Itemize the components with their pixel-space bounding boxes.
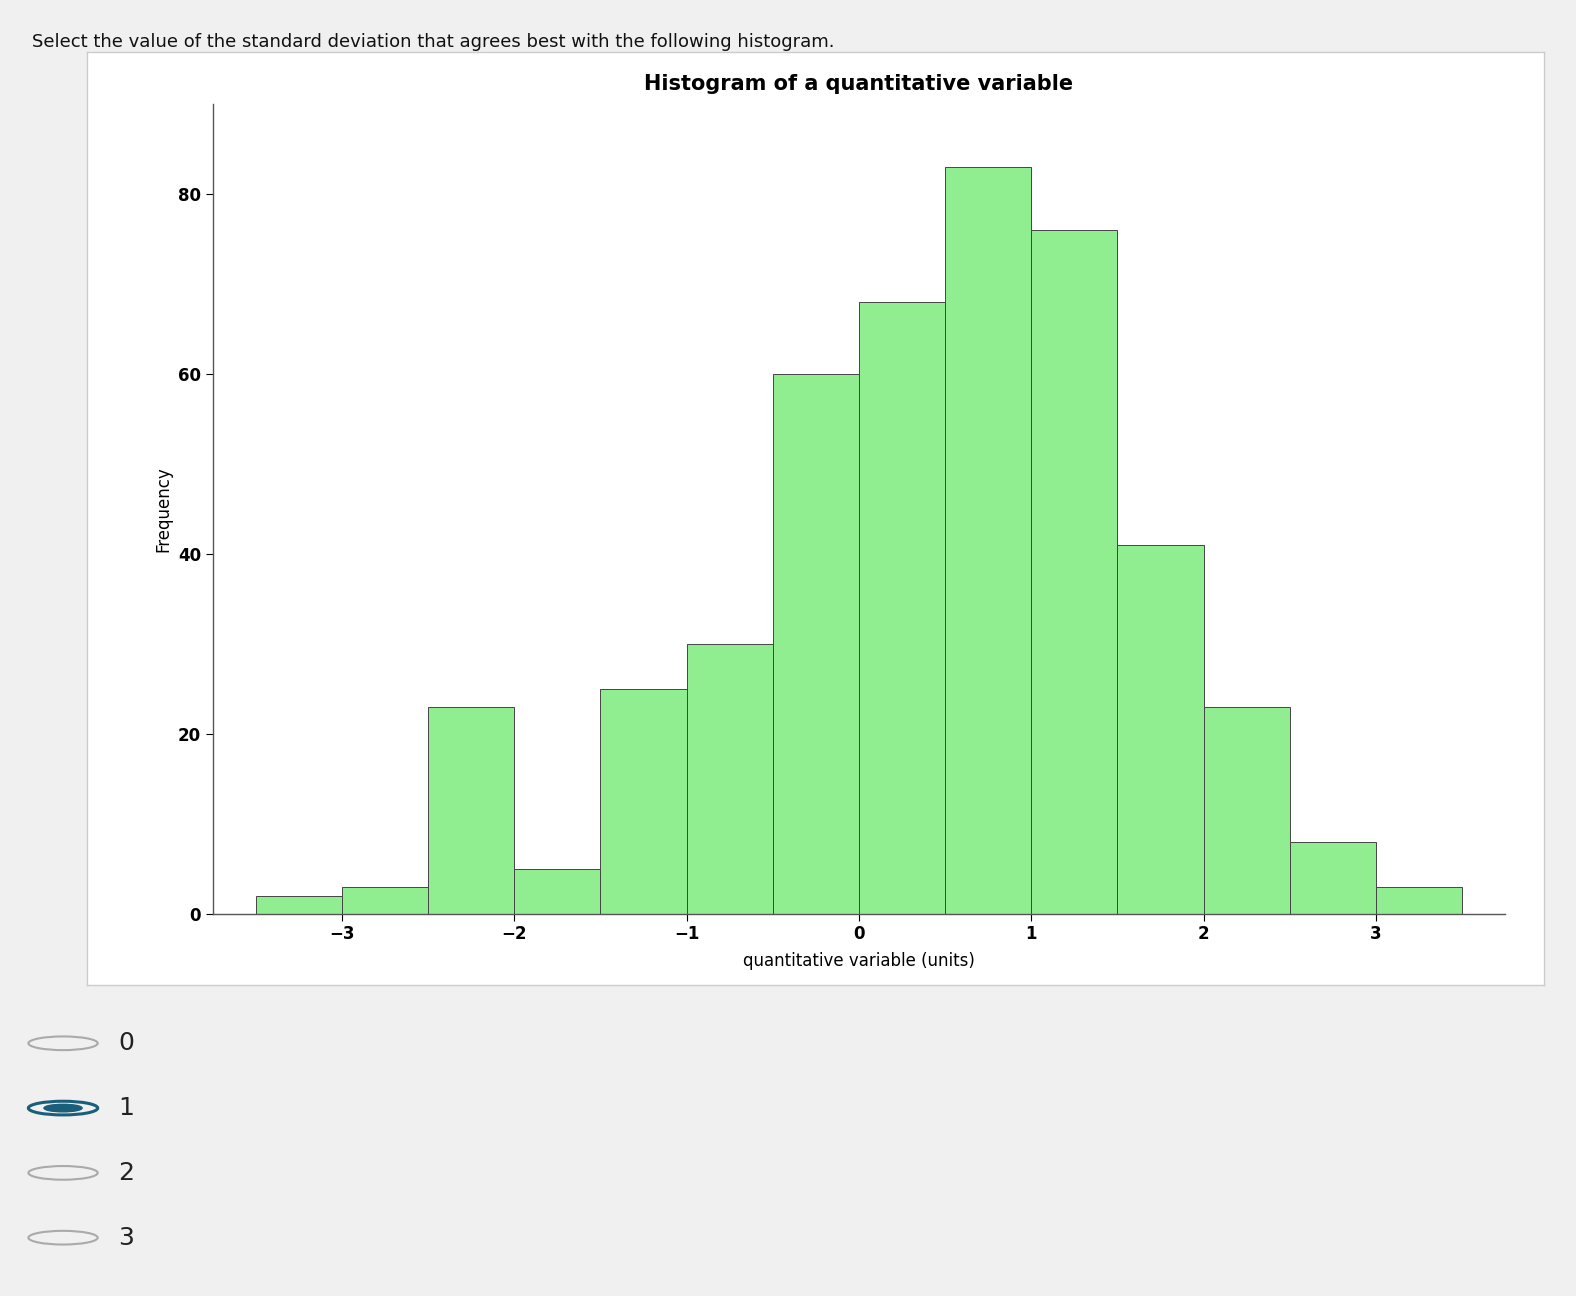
Bar xyxy=(429,706,514,914)
Bar xyxy=(255,896,342,914)
Bar xyxy=(1376,886,1463,914)
Circle shape xyxy=(44,1104,82,1112)
Bar xyxy=(514,868,600,914)
Y-axis label: Frequency: Frequency xyxy=(154,465,172,552)
Bar xyxy=(946,167,1031,914)
Bar xyxy=(1031,229,1117,914)
Bar xyxy=(342,886,429,914)
Bar xyxy=(772,373,859,914)
Bar xyxy=(1289,841,1376,914)
Bar xyxy=(600,688,687,914)
Bar xyxy=(1117,544,1204,914)
Bar xyxy=(687,644,772,914)
Title: Histogram of a quantitative variable: Histogram of a quantitative variable xyxy=(645,74,1073,93)
Text: 0: 0 xyxy=(118,1032,134,1055)
Text: 1: 1 xyxy=(118,1096,134,1120)
Bar xyxy=(1204,706,1289,914)
Text: Select the value of the standard deviation that agrees best with the following h: Select the value of the standard deviati… xyxy=(32,34,834,51)
Bar xyxy=(859,302,946,914)
X-axis label: quantitative variable (units): quantitative variable (units) xyxy=(742,951,976,969)
Text: 3: 3 xyxy=(118,1226,134,1249)
Text: 2: 2 xyxy=(118,1161,134,1185)
